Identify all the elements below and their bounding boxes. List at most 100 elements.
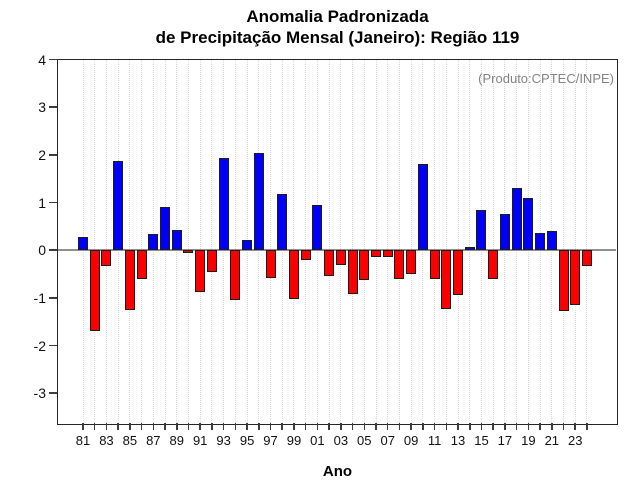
bar-22 bbox=[558, 250, 569, 311]
x-axis-tick bbox=[211, 423, 213, 430]
gridline bbox=[328, 60, 330, 423]
bar-09 bbox=[406, 250, 417, 274]
x-axis-tick-label: 99 bbox=[286, 433, 302, 448]
x-axis-tick bbox=[515, 423, 518, 430]
bar-90 bbox=[183, 250, 194, 253]
y-axis-tick bbox=[48, 58, 57, 61]
gridline bbox=[305, 60, 307, 423]
y-axis-tick bbox=[48, 392, 57, 394]
y-axis-tick bbox=[48, 154, 57, 156]
gridline bbox=[211, 60, 213, 423]
chart-title: Anomalia Padronizada de Precipitação Men… bbox=[57, 6, 618, 48]
x-axis-tick bbox=[234, 423, 237, 430]
bar-93 bbox=[218, 158, 229, 251]
bar-13 bbox=[453, 250, 464, 296]
x-axis-tick bbox=[340, 423, 342, 430]
gridline bbox=[375, 60, 377, 423]
x-axis-tick bbox=[527, 423, 530, 430]
gridline bbox=[270, 60, 272, 423]
bar-01 bbox=[312, 205, 323, 251]
x-axis-tick bbox=[129, 423, 131, 430]
bar-88 bbox=[160, 207, 171, 251]
bar-24 bbox=[581, 250, 592, 267]
chart-title-line2: de Precipitação Mensal (Janeiro): Região… bbox=[155, 28, 520, 47]
gridline bbox=[469, 60, 471, 423]
x-axis-tick-label: 13 bbox=[450, 433, 466, 448]
x-axis-tick bbox=[469, 423, 471, 430]
bar-83 bbox=[101, 250, 112, 267]
gridline bbox=[398, 60, 400, 423]
x-axis-tick bbox=[457, 423, 459, 430]
x-axis-tick bbox=[422, 423, 424, 430]
x-axis-tick-label: 87 bbox=[146, 433, 161, 448]
bar-20 bbox=[535, 232, 546, 251]
bar-94 bbox=[230, 250, 241, 301]
bar-00 bbox=[300, 250, 311, 261]
gridline bbox=[105, 60, 107, 423]
gridline bbox=[94, 60, 96, 423]
gridline bbox=[340, 60, 342, 423]
gridline bbox=[129, 60, 131, 423]
bar-17 bbox=[499, 213, 510, 251]
x-axis-tick bbox=[445, 423, 448, 430]
x-axis-tick-label: 19 bbox=[521, 433, 536, 448]
bar-81 bbox=[78, 236, 88, 251]
gridline bbox=[352, 60, 354, 423]
bar-18 bbox=[511, 188, 522, 251]
x-axis-tick bbox=[504, 423, 506, 430]
x-axis-tick bbox=[386, 423, 389, 430]
y-axis-tick bbox=[48, 106, 57, 108]
x-axis-tick bbox=[187, 423, 190, 430]
y-axis-tick bbox=[48, 344, 57, 347]
gridline bbox=[187, 60, 189, 423]
bar-23 bbox=[570, 250, 581, 305]
gridline bbox=[457, 60, 459, 423]
gridline bbox=[234, 60, 236, 423]
x-axis-tick bbox=[492, 423, 494, 430]
x-axis-tick-label: 11 bbox=[427, 433, 442, 448]
x-axis-tick bbox=[199, 423, 201, 430]
x-axis-title: Ano bbox=[322, 463, 353, 480]
x-axis-tick bbox=[82, 423, 84, 430]
x-axis-tick bbox=[152, 423, 155, 430]
gridline bbox=[434, 60, 436, 423]
gridline bbox=[141, 60, 143, 423]
bar-07 bbox=[382, 250, 393, 258]
x-axis-tick bbox=[574, 423, 576, 430]
x-axis-tick bbox=[176, 423, 178, 430]
y-axis-tick-label: 2 bbox=[38, 146, 46, 163]
bar-82 bbox=[89, 250, 100, 332]
x-axis-tick bbox=[351, 423, 354, 430]
x-axis-tick-label: 93 bbox=[216, 433, 231, 448]
y-axis-tick-label: 4 bbox=[38, 51, 46, 68]
bar-84 bbox=[113, 161, 124, 251]
bar-91 bbox=[195, 250, 206, 292]
x-axis-tick-label: 91 bbox=[192, 433, 208, 448]
bar-03 bbox=[335, 250, 346, 266]
plot-area: 4 3 2 1 0 -1 -2 -3 81 83 85 87 89 91 93 95 97 99 01 03 05 07 0… bbox=[34, 53, 618, 447]
x-axis-tick bbox=[539, 423, 541, 430]
x-axis-tick bbox=[164, 423, 166, 430]
bar-08 bbox=[394, 250, 405, 280]
bar-05 bbox=[359, 250, 370, 280]
bar-10 bbox=[417, 164, 428, 251]
bar-97 bbox=[265, 250, 276, 278]
x-axis-tick-label: 03 bbox=[333, 433, 349, 448]
gridline bbox=[387, 60, 389, 423]
bar-87 bbox=[148, 234, 159, 251]
x-axis-tick bbox=[316, 423, 319, 430]
bar-12 bbox=[441, 250, 452, 310]
y-axis-tick bbox=[48, 201, 57, 204]
x-axis-tick-label: 85 bbox=[122, 433, 138, 448]
y-axis-tick-label: 0 bbox=[38, 242, 46, 259]
x-axis-tick-label: 89 bbox=[169, 433, 184, 448]
bar-06 bbox=[371, 250, 381, 258]
source-note: (Produto:CPTEC/INPE) bbox=[478, 71, 614, 86]
gridline bbox=[199, 60, 201, 423]
bar-98 bbox=[277, 193, 288, 251]
x-axis-tick bbox=[304, 423, 307, 430]
y-axis-tick-label: 3 bbox=[38, 99, 46, 116]
gridline bbox=[563, 60, 565, 423]
bar-21 bbox=[546, 231, 557, 251]
